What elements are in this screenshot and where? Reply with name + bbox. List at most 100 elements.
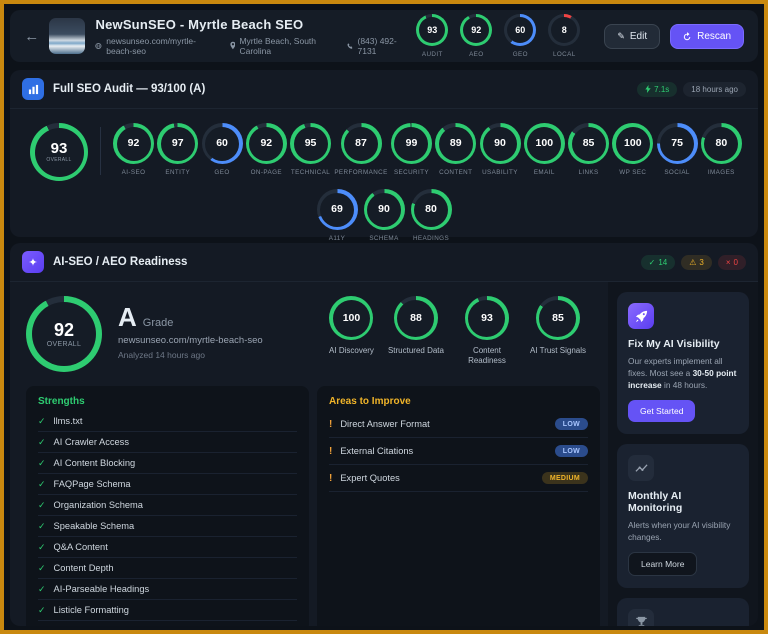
strength-item: ✓ AI Content Blocking: [38, 453, 297, 474]
phone-icon: [347, 42, 353, 49]
rescan-button[interactable]: Rescan: [670, 23, 744, 49]
score-gauge: 8 LOCAL: [548, 14, 581, 58]
get-started-button[interactable]: Get Started: [628, 400, 696, 423]
gauge-value: 60: [515, 24, 526, 35]
score-gauge: 80 HEADINGS: [410, 189, 452, 242]
gauge-label: SCHEMA: [369, 235, 399, 242]
score-gauge: 99 SECURITY: [390, 123, 432, 176]
gauge-label: AI Discovery: [329, 346, 374, 355]
gauge-label: AUDIT: [421, 51, 443, 58]
learn-more-button[interactable]: Learn More: [628, 552, 698, 577]
strength-label: Organization Schema: [53, 500, 143, 510]
aeo-sidebar: Fix My AI Visibility Our experts impleme…: [608, 282, 758, 626]
site-header: ← NewSunSEO - Myrtle Beach SEO newsunseo…: [10, 10, 758, 62]
gauge-label: PERFORMANCE: [334, 169, 388, 176]
check-icon: ✓: [38, 583, 46, 594]
aeo-overall-gauge: 92 Overall: [26, 296, 102, 372]
gauge-value: 80: [425, 203, 437, 216]
gauge-label: CONTENT: [439, 169, 473, 176]
score-gauge: 92 AI-SEO: [113, 123, 154, 176]
gauge-value: 100: [535, 137, 554, 150]
page-title: NewSunSEO - Myrtle Beach SEO: [95, 16, 304, 32]
score-gauge: 100 WP SEC: [612, 123, 654, 176]
gauge-label: GEO: [512, 51, 528, 58]
audit-category-gauges-row1: 92 AI-SEO 97 ENTITY 60 GEO 92 ON-PAGE 95 TECHNICA…: [113, 123, 742, 176]
score-gauge: 97 ENTITY: [157, 123, 199, 176]
edit-button[interactable]: ✎ Edit: [604, 23, 661, 49]
gauge-value: 90: [378, 203, 390, 216]
strength-item: ✓ Speakable Schema: [38, 516, 297, 537]
score-gauge: 85 AI Trust Signals: [530, 296, 586, 367]
fix-visibility-card: Fix My AI Visibility Our experts impleme…: [617, 292, 749, 435]
gauge-value: 80: [715, 137, 728, 150]
grade-info: A Grade newsunseo.com/myrtle-beach-seo A…: [118, 296, 263, 360]
strength-label: llms.txt: [53, 416, 83, 426]
strength-item: ✓ FAQPage Schema: [38, 474, 297, 495]
site-identity: NewSunSEO - Myrtle Beach SEO newsunseo.c…: [95, 17, 406, 56]
strength-item: ✓Meta Description: [38, 621, 297, 627]
improvements-list: ! Direct Answer Format LOW! External Citati…: [329, 411, 588, 492]
audit-category-gauges-row2: 69 A11Y 90 SCHEMA 80 HEADINGS: [10, 189, 758, 242]
gauge-label: SOCIAL: [664, 169, 690, 176]
strength-item: ✓ Organization Schema: [38, 495, 297, 516]
gauge-label: A11Y: [328, 235, 346, 242]
improvement-label: Expert Quotes: [340, 473, 400, 483]
strength-label: Content Depth: [53, 563, 114, 573]
strengths-title: Strengths: [38, 396, 85, 407]
score-gauge: 60 GEO: [504, 14, 537, 58]
improvements-panel: Areas to Improve ! Direct Answer Format LO…: [317, 386, 600, 626]
exclamation-icon: !: [329, 472, 333, 484]
header-score-gauges: 93 AUDIT 92 AEO 60 GEO 8 LOCAL: [416, 14, 581, 58]
monitoring-card: Monthly AI Monitoring Alerts when your A…: [617, 444, 749, 589]
check-icon: ✓: [38, 541, 46, 552]
strength-label: Listicle Formatting: [53, 605, 129, 615]
grade-word: Grade: [142, 317, 174, 329]
score-gauge: 90 SCHEMA: [363, 189, 405, 242]
strength-item: ✓ AI-Parseable Headings: [38, 579, 297, 600]
score-gauge: 90 USABILITY: [479, 123, 521, 176]
gauge-value: 90: [494, 137, 506, 150]
score-gauge: 85 LINKS: [568, 123, 610, 176]
check-icon: ✓: [38, 520, 46, 531]
score-gauge: 100 EMAIL: [523, 123, 565, 176]
gauge-value: 92: [53, 319, 75, 340]
gauge-value: 97: [171, 137, 184, 150]
check-icon: ✓: [38, 562, 46, 573]
audit-section-title: Full SEO Audit — 93/100 (A): [53, 83, 206, 95]
improvement-item: ! External Citations LOW: [329, 438, 588, 465]
gauge-value: 99: [405, 137, 418, 150]
gauge-label: OVERALL: [46, 157, 72, 163]
gauge-label: Content Readiness: [468, 346, 506, 366]
site-phone: (843) 492-7131: [347, 36, 407, 56]
site-logo-image: [49, 18, 86, 54]
back-button[interactable]: ←: [24, 27, 40, 45]
strength-item: ✓ AI Crawler Access: [38, 432, 297, 453]
check-icon: ✓: [38, 478, 46, 489]
strength-label: AI-Parseable Headings: [53, 584, 150, 594]
improvement-item: ! Expert Quotes MEDIUM: [329, 465, 588, 492]
audit-overall-gauge: 93 OVERALL: [30, 123, 88, 181]
site-location: Myrtle Beach, South Carolina: [229, 36, 333, 56]
fail-count-badge: × 0: [717, 254, 746, 270]
gauge-value: 8: [561, 24, 567, 35]
exclamation-icon: !: [329, 418, 333, 430]
pass-count-badge: ✓ 14: [640, 254, 676, 270]
gauge-value: 92: [471, 24, 482, 35]
gauge-value: 75: [671, 137, 683, 150]
gauge-value: 93: [481, 311, 493, 324]
gauge-value: 92: [127, 137, 140, 150]
benchmark-card: Industry Benchmark Compare your score vs…: [617, 598, 749, 626]
gauge-label: AI Trust Signals: [529, 346, 586, 355]
score-gauge: 92 AEO: [460, 14, 493, 58]
pencil-icon: ✎: [617, 30, 625, 41]
gauge-value: 87: [355, 137, 367, 150]
gauge-label: IMAGES: [707, 169, 735, 176]
analyzed-domain: newsunseo.com/myrtle-beach-seo: [118, 335, 263, 346]
cross-icon: ×: [725, 257, 731, 267]
line-chart-icon: [628, 455, 654, 482]
scan-duration-badge: 7.1s: [637, 81, 678, 97]
score-gauge: 80 IMAGES: [700, 123, 742, 176]
bar-chart-icon: [22, 78, 44, 100]
gauge-value: 93: [50, 140, 68, 157]
